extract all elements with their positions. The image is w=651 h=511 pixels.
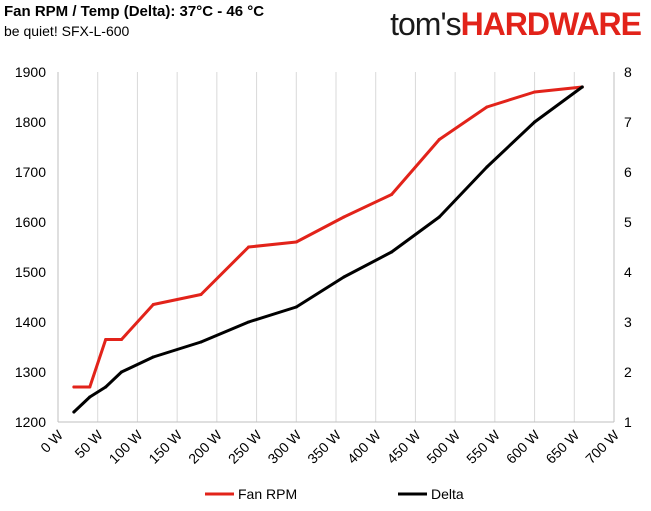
y-right-tick-label: 2	[624, 364, 632, 380]
legend: Fan RPM Delta	[205, 486, 464, 502]
data-point-fan-rpm	[151, 303, 155, 306]
data-point-delta	[72, 410, 76, 414]
data-point-fan-rpm	[342, 215, 346, 219]
x-tick-label: 200 W	[185, 426, 225, 466]
data-point-delta	[88, 395, 92, 399]
x-tick-label: 250 W	[225, 426, 265, 466]
tick-labels: 1200 1300 1400 1500 1600 1700 1800 1900 1 2 3 4 5 6 7 8…	[15, 64, 632, 467]
axes	[57, 72, 615, 423]
y-left-tick-label: 1600	[15, 214, 46, 230]
y-right-tick-label: 1	[624, 414, 632, 430]
y-left-tick-label: 1200	[15, 414, 46, 430]
y-right-tick-label: 6	[624, 164, 632, 180]
data-point-delta	[437, 215, 441, 219]
x-tick-label: 350 W	[304, 426, 344, 466]
data-point-fan-rpm	[294, 240, 298, 244]
data-point-fan-rpm	[104, 338, 108, 341]
x-tick-label: 150 W	[145, 426, 185, 466]
y-right-tick-label: 8	[624, 64, 632, 80]
x-tick-label: 450 W	[384, 426, 424, 466]
x-tick-label: 50 W	[71, 426, 106, 461]
data-point-fan-rpm	[199, 293, 203, 296]
data-point-delta	[151, 355, 155, 359]
data-point-delta	[580, 85, 584, 89]
y-right-tick-label: 4	[624, 264, 632, 280]
brand-logo-part2: HARDWARE	[460, 6, 642, 42]
data-point-delta	[104, 385, 108, 389]
x-tick-label: 0 W	[37, 426, 66, 455]
chart-header: Fan RPM / Temp (Delta): 37°C - 46 °C be …	[4, 2, 264, 40]
brand-logo: tom'sHARDWARE	[390, 4, 642, 44]
x-tick-label: 700 W	[582, 426, 622, 466]
chart-title: Fan RPM / Temp (Delta): 37°C - 46 °C	[4, 3, 265, 20]
data-point-fan-rpm	[485, 105, 489, 109]
data-point-fan-rpm	[247, 245, 251, 249]
series-lines	[72, 85, 584, 414]
y-right-tick-label: 7	[624, 114, 632, 130]
legend-label-delta: Delta	[431, 486, 464, 502]
data-point-fan-rpm	[120, 338, 124, 341]
brand-logo-part1: tom's	[390, 6, 461, 42]
data-point-fan-rpm	[88, 385, 92, 389]
data-point-delta	[390, 250, 394, 254]
data-point-fan-rpm	[533, 90, 537, 94]
chart-subtitle: be quiet! SFX-L-600	[4, 23, 130, 39]
data-point-delta	[342, 275, 346, 279]
x-tick-label: 300 W	[264, 426, 304, 466]
data-point-delta	[533, 120, 537, 124]
data-point-delta	[485, 165, 489, 169]
data-point-delta	[247, 320, 251, 324]
data-point-delta	[199, 340, 203, 344]
y-left-tick-label: 1300	[15, 364, 46, 380]
series-line-fan-rpm	[72, 85, 584, 389]
x-tick-label: 400 W	[344, 426, 384, 466]
x-tick-label: 550 W	[463, 426, 503, 466]
data-point-delta	[120, 370, 124, 374]
series-line-delta	[72, 85, 584, 414]
data-point-fan-rpm	[72, 385, 76, 389]
y-right-tick-label: 3	[624, 314, 632, 330]
y-left-tick-label: 1900	[15, 64, 46, 80]
y-left-tick-label: 1800	[15, 114, 46, 130]
legend-label-fan-rpm: Fan RPM	[238, 486, 297, 502]
y-left-tick-label: 1400	[15, 314, 46, 330]
data-point-fan-rpm	[390, 193, 394, 196]
x-tick-label: 600 W	[503, 426, 543, 466]
x-tick-label: 100 W	[106, 426, 146, 466]
y-right-tick-label: 5	[624, 214, 632, 230]
data-point-delta	[294, 305, 298, 309]
x-tick-label: 650 W	[542, 426, 582, 466]
data-point-fan-rpm	[437, 138, 441, 141]
y-left-tick-label: 1700	[15, 164, 46, 180]
x-tick-label: 500 W	[423, 426, 463, 466]
y-left-tick-label: 1500	[15, 264, 46, 280]
